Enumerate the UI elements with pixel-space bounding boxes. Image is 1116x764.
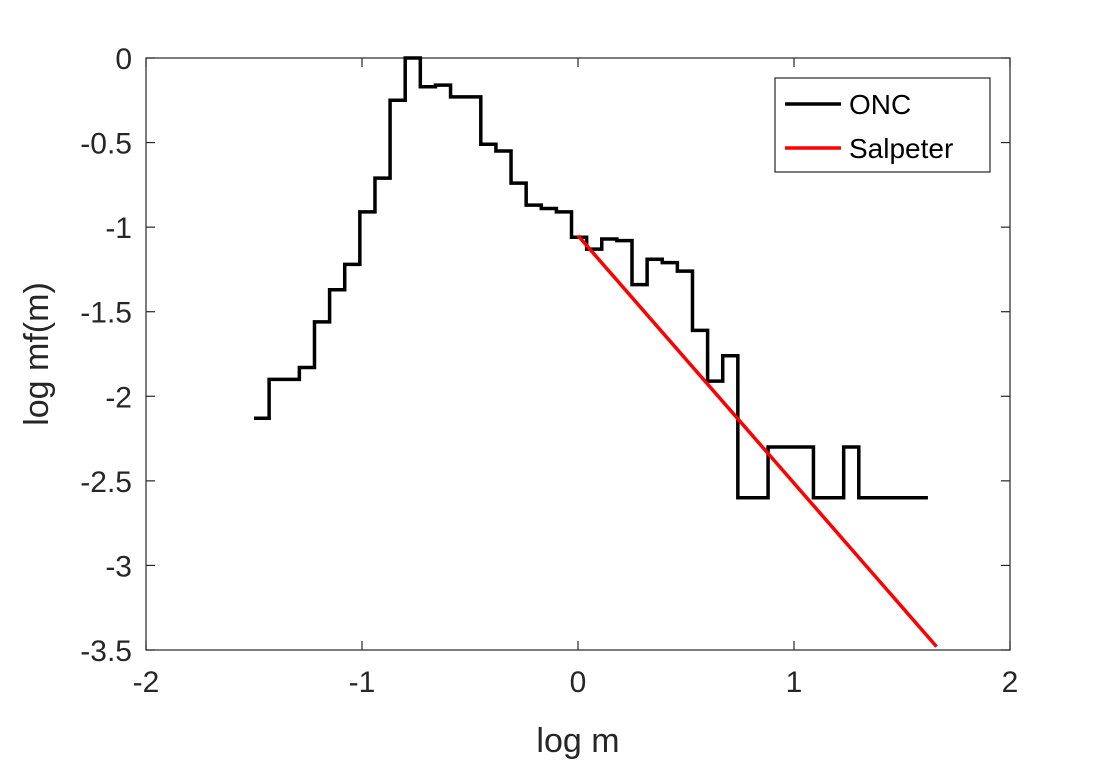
axis-ticks: [145, 57, 1011, 651]
y-tick-label: -3: [105, 550, 132, 583]
x-tick-label: 1: [786, 666, 803, 699]
y-tick-label: -2: [105, 381, 132, 414]
x-axis-label: log m: [536, 722, 619, 760]
series-line-onc: [254, 56, 928, 500]
x-tick-label: -2: [133, 666, 160, 699]
series-line-salpeter: [576, 234, 938, 648]
legend-label-onc: ONC: [849, 89, 911, 120]
y-tick-label: -1.5: [80, 297, 132, 330]
x-tick-label: -1: [349, 666, 376, 699]
legend-label-salpeter: Salpeter: [849, 133, 953, 164]
legend: ONC Salpeter: [774, 77, 991, 173]
y-tick-label: -2.5: [80, 466, 132, 499]
y-axis-label: log mf(m): [18, 282, 56, 426]
y-tick-label: -0.5: [80, 128, 132, 161]
y-tick-label: -1: [105, 212, 132, 245]
x-tick-label: 0: [570, 666, 587, 699]
legend-box: [774, 77, 991, 173]
x-tick-label: 2: [1002, 666, 1019, 699]
y-tick-label: 0: [115, 43, 132, 76]
series-layer: [254, 56, 938, 648]
axis-tick-labels: -2 -1 0 1 2 0 -0.5 -1 -1.5 -2 -2.5 -3 -3.5: [80, 43, 1018, 699]
y-tick-label: -3.5: [80, 635, 132, 668]
